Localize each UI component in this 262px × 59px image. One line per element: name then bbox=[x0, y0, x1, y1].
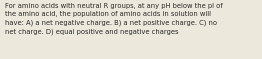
Text: For amino acids with neutral R groups, at any pH below the pI of
the amino acid,: For amino acids with neutral R groups, a… bbox=[5, 3, 222, 35]
